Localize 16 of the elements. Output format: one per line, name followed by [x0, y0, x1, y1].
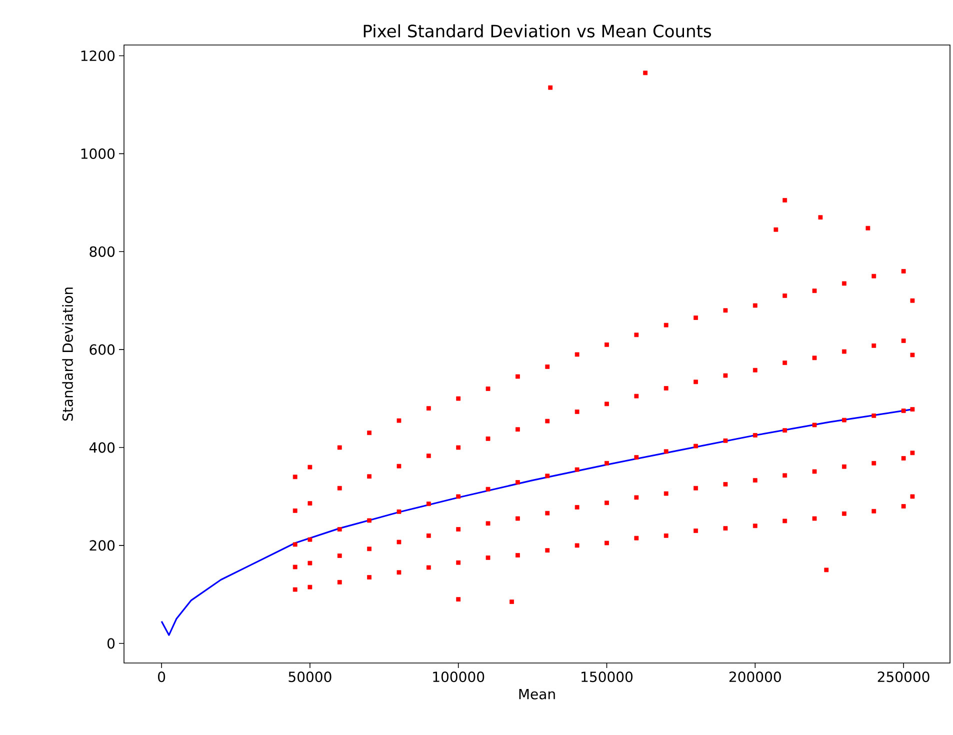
y-tick-label: 800 — [90, 246, 115, 257]
chart-title: Pixel Standard Deviation vs Mean Counts — [364, 24, 712, 38]
x-tick-label: 0 — [158, 672, 166, 682]
x-axis-title: Mean — [519, 688, 555, 700]
x-tick-label: 250000 — [878, 672, 930, 682]
x-tick-label: 150000 — [582, 672, 633, 682]
y-tick-label: 200 — [90, 540, 115, 551]
x-tick-label: 200000 — [729, 672, 781, 682]
x-tick-label: 50000 — [288, 672, 332, 682]
y-tick-label: 600 — [90, 344, 115, 355]
y-tick-label: 1200 — [81, 50, 115, 62]
y-axis-title: Standard Deviation — [62, 288, 73, 421]
y-tick-label: 1000 — [81, 148, 115, 159]
x-tick-label: 100000 — [433, 672, 484, 682]
y-tick-label: 0 — [107, 638, 115, 649]
y-tick-label: 400 — [89, 442, 115, 453]
